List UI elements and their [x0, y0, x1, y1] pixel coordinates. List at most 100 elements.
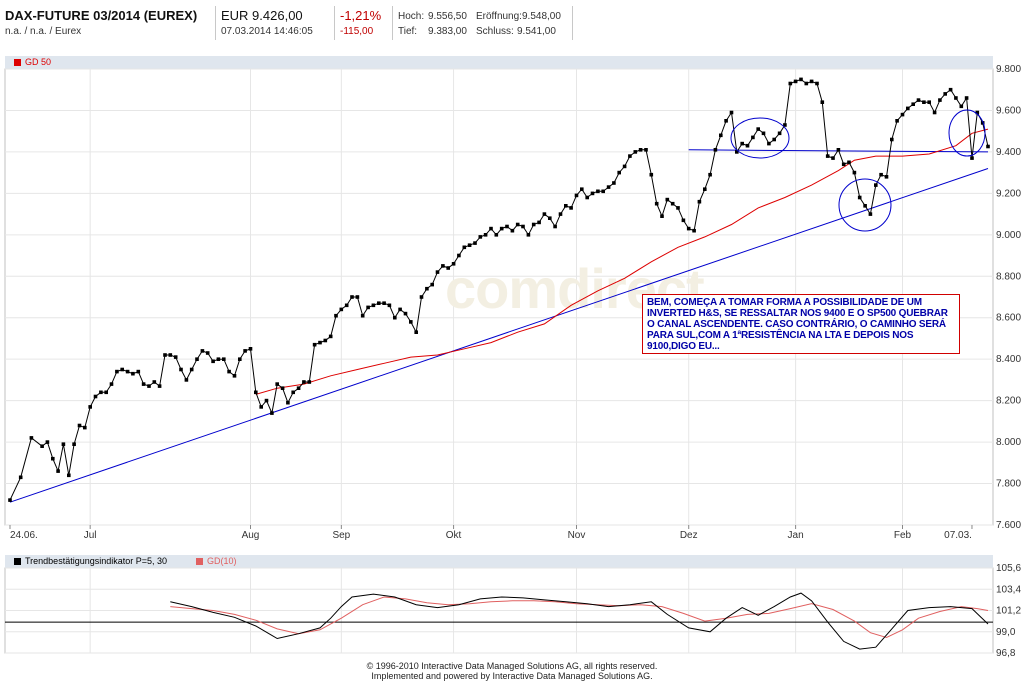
price-point: [740, 141, 744, 146]
price-point: [195, 357, 199, 361]
price-point: [515, 222, 520, 227]
copyright-line: © 1996-2010 Interactive Data Managed Sol…: [366, 661, 658, 671]
last-price: EUR 9.426,00: [221, 8, 303, 23]
price-point: [815, 81, 819, 86]
price-point: [56, 469, 60, 473]
price-point: [703, 187, 707, 191]
price-point: [473, 241, 477, 245]
y-tick-label: 8.800: [996, 271, 1021, 282]
price-point: [157, 384, 162, 388]
price-point: [323, 338, 328, 343]
price-point: [296, 386, 301, 390]
price-point: [307, 380, 312, 384]
price-point: [83, 425, 87, 430]
open-value: 9.548,00: [522, 11, 561, 22]
price-point: [975, 110, 980, 115]
price-point: [863, 204, 867, 208]
price-point: [777, 131, 782, 136]
y-tick-label: 8.600: [996, 313, 1021, 324]
price-point: [622, 164, 627, 169]
price-point: [617, 170, 621, 175]
price-point: [692, 228, 696, 233]
price-point: [927, 100, 931, 104]
price-point: [708, 172, 712, 177]
price-point: [344, 303, 349, 308]
price-point: [644, 148, 648, 152]
price-point: [371, 303, 376, 308]
price-point: [852, 170, 857, 175]
price-point: [526, 233, 531, 237]
price-point: [756, 127, 760, 131]
x-tick-label: Sep: [332, 530, 350, 541]
price-point: [713, 148, 718, 152]
price-point: [286, 400, 290, 405]
price-point: [665, 197, 670, 202]
price-point: [874, 183, 878, 187]
price-point: [505, 224, 509, 229]
header-divider: [334, 6, 336, 40]
y-tick-label: 9.400: [996, 147, 1021, 158]
price-point: [654, 201, 659, 206]
price-point: [959, 104, 964, 109]
price-point: [270, 411, 274, 415]
price-point: [414, 330, 418, 334]
price-point: [393, 315, 397, 320]
y-tick-label: 7.800: [996, 479, 1021, 490]
price-point: [895, 119, 899, 123]
price-point: [360, 313, 365, 318]
y-tick-label: 9.200: [996, 188, 1021, 199]
price-point: [67, 473, 71, 478]
price-point: [29, 436, 34, 440]
price-point: [606, 185, 611, 189]
price-point: [916, 98, 921, 102]
price-point: [211, 359, 215, 364]
price-point: [275, 382, 279, 386]
price-point: [462, 245, 467, 250]
price-point: [638, 148, 643, 152]
price-point: [596, 189, 600, 194]
head-circle: [838, 178, 892, 232]
price-point: [216, 357, 221, 361]
price-point: [104, 390, 108, 395]
price-point: [254, 390, 258, 395]
x-tick-label: 07.03.: [944, 530, 972, 541]
annotation-note: BEM, COMEÇA A TOMAR FORMA A POSSIBILIDAD…: [642, 294, 960, 354]
y-tick-label: 8.000: [996, 437, 1021, 448]
y-tick-label: 8.400: [996, 354, 1021, 365]
price-point: [72, 442, 76, 446]
price-point: [115, 369, 119, 374]
price-point: [911, 102, 915, 106]
price-point: [377, 301, 381, 305]
price-point: [40, 444, 44, 448]
price-point: [847, 160, 851, 165]
price-point: [879, 172, 883, 177]
price-point: [569, 206, 573, 210]
price-point: [954, 96, 958, 100]
left-shoulder-circle: [730, 117, 790, 159]
price-point: [403, 311, 408, 316]
price-point: [302, 380, 306, 384]
price-point: [382, 301, 386, 305]
price-point: [943, 92, 947, 96]
price-point: [585, 195, 589, 200]
price-point: [222, 357, 226, 361]
price-point: [425, 286, 429, 291]
gd50-legend-swatch: [14, 59, 21, 66]
price-point: [601, 189, 605, 194]
price-point: [697, 199, 702, 204]
price-point: [932, 110, 937, 115]
price-point: [970, 156, 974, 160]
price-point: [649, 172, 654, 177]
price-point: [660, 214, 664, 218]
price-point: [184, 378, 189, 382]
price-point: [93, 394, 98, 399]
price-point: [825, 154, 830, 158]
price-point: [205, 351, 210, 355]
price-point: [387, 303, 392, 308]
price-point: [574, 193, 579, 198]
gd10-legend-label: GD(10): [207, 556, 237, 566]
osc-y-tick-label: 96,8: [996, 648, 1016, 659]
price-point: [670, 201, 675, 206]
x-tick-label: Jan: [788, 530, 804, 541]
